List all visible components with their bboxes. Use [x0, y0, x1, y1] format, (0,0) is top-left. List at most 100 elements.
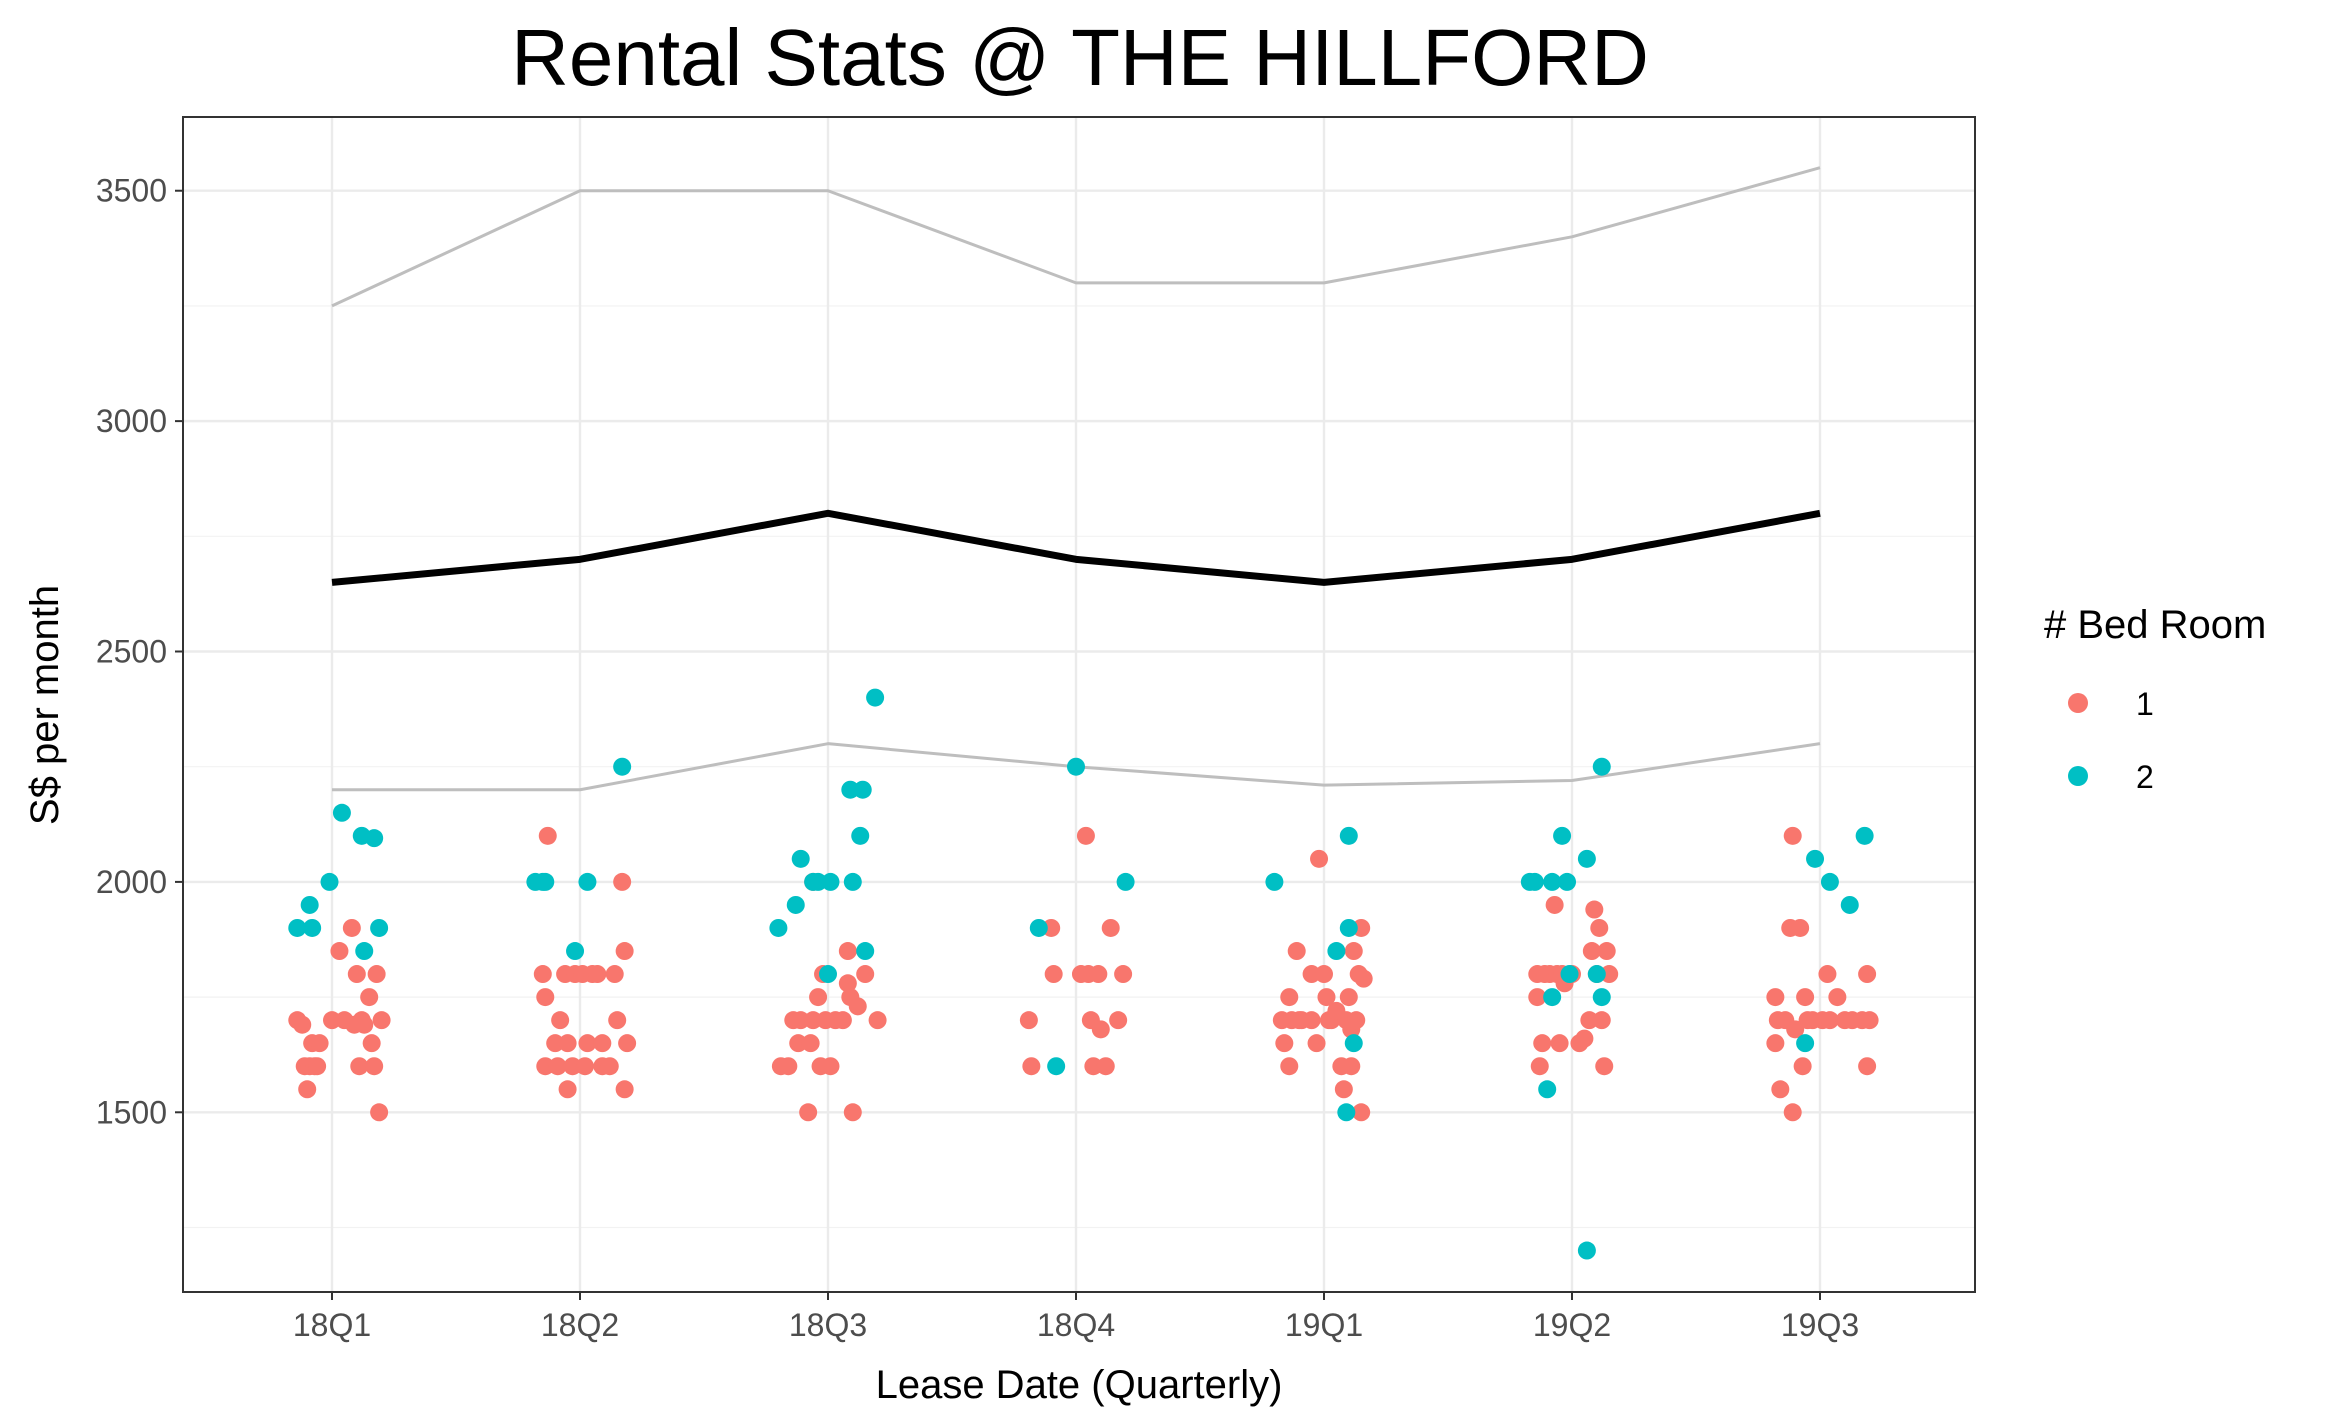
point-bedroom-1: [1342, 1057, 1361, 1076]
point-bedroom-1: [546, 1034, 565, 1053]
point-bedroom-2: [1339, 826, 1358, 845]
point-bedroom-1: [1275, 1034, 1294, 1053]
point-bedroom-1: [1766, 988, 1785, 1007]
point-bedroom-1: [799, 1103, 818, 1122]
point-bedroom-2: [1327, 942, 1346, 961]
y-tick-label: 2500: [96, 634, 167, 670]
point-bedroom-2: [355, 942, 374, 961]
point-bedroom-1: [1793, 1057, 1812, 1076]
point-bedroom-1: [578, 1034, 597, 1053]
point-bedroom-1: [1084, 1057, 1103, 1076]
chart-title: Rental Stats @ THE HILLFORD: [511, 13, 1649, 102]
point-bedroom-1: [821, 1057, 840, 1076]
point-bedroom-1: [848, 997, 867, 1016]
point-bedroom-1: [1545, 895, 1564, 914]
point-bedroom-1: [1352, 918, 1371, 937]
point-bedroom-1: [1022, 1057, 1041, 1076]
point-bedroom-2: [1592, 757, 1611, 776]
point-bedroom-1: [1828, 988, 1847, 1007]
data-points: [288, 688, 1879, 1260]
point-bedroom-1: [1592, 1011, 1611, 1030]
point-bedroom-2: [1344, 1034, 1363, 1053]
point-bedroom-2: [1543, 872, 1562, 891]
point-bedroom-2: [365, 829, 384, 848]
point-bedroom-2: [370, 918, 389, 937]
point-bedroom-1: [1783, 826, 1802, 845]
point-bedroom-2: [856, 942, 875, 961]
point-bedroom-1: [1530, 1057, 1549, 1076]
point-bedroom-1: [1019, 1011, 1038, 1030]
point-bedroom-1: [362, 1034, 381, 1053]
point-bedroom-1: [1042, 918, 1061, 937]
point-bedroom-2: [303, 918, 322, 937]
point-bedroom-2: [1067, 757, 1085, 776]
point-bedroom-1: [360, 988, 379, 1007]
point-bedroom-1: [838, 942, 857, 961]
x-tick-label: 18Q2: [541, 1307, 619, 1343]
point-bedroom-1: [1101, 918, 1120, 937]
point-bedroom-1: [1302, 965, 1321, 984]
point-bedroom-1: [1858, 1057, 1877, 1076]
point-bedroom-2: [1265, 872, 1284, 891]
point-bedroom-1: [1582, 942, 1601, 961]
point-bedroom-1: [308, 1057, 327, 1076]
plot-border: [182, 116, 1976, 1293]
point-bedroom-1: [1339, 988, 1358, 1007]
x-tick-label: 18Q1: [293, 1307, 371, 1343]
point-bedroom-1: [1796, 988, 1815, 1007]
legend-key-2: [2068, 766, 2088, 786]
point-bedroom-1: [1786, 1020, 1805, 1039]
y-tick-label: 1500: [96, 1094, 167, 1130]
point-bedroom-1: [1580, 1011, 1599, 1030]
point-bedroom-1: [1352, 1103, 1371, 1122]
point-bedroom-1: [1307, 1034, 1326, 1053]
legend-title: # Bed Room: [2044, 603, 2266, 647]
x-tick-label: 19Q2: [1533, 1307, 1611, 1343]
point-bedroom-2: [288, 918, 307, 937]
point-bedroom-1: [1317, 988, 1336, 1007]
point-bedroom-1: [1310, 849, 1329, 868]
plot-panel: [183, 117, 1975, 1292]
point-bedroom-1: [1818, 965, 1837, 984]
point-bedroom-1: [1590, 918, 1609, 937]
point-bedroom-2: [1116, 872, 1135, 891]
point-bedroom-1: [370, 1103, 389, 1122]
point-bedroom-2: [578, 872, 597, 891]
point-bedroom-2: [821, 872, 840, 891]
point-bedroom-2: [1047, 1057, 1066, 1076]
point-bedroom-1: [1533, 1034, 1552, 1053]
point-bedroom-1: [365, 1057, 384, 1076]
point-bedroom-1: [1344, 942, 1363, 961]
point-bedroom-1: [298, 1080, 317, 1099]
point-bedroom-1: [1334, 1080, 1353, 1099]
point-bedroom-1: [1109, 1011, 1128, 1030]
legend-label-2: 2: [2136, 759, 2154, 795]
point-bedroom-2: [1587, 965, 1606, 984]
point-bedroom-1: [551, 1011, 570, 1030]
y-tick-label: 3000: [96, 403, 167, 439]
x-tick-label: 18Q4: [1037, 1307, 1115, 1343]
point-bedroom-2: [1538, 1080, 1557, 1099]
point-bedroom-1: [809, 988, 828, 1007]
point-bedroom-2: [1543, 988, 1562, 1007]
legend-label-1: 1: [2136, 686, 2154, 722]
point-bedroom-1: [1076, 826, 1095, 845]
point-bedroom-1: [1771, 1080, 1790, 1099]
point-bedroom-1: [618, 1034, 637, 1053]
point-bedroom-1: [347, 965, 366, 984]
point-bedroom-1: [1302, 1011, 1321, 1030]
point-bedroom-1: [615, 942, 634, 961]
point-bedroom-1: [588, 965, 607, 984]
point-bedroom-1: [372, 1011, 391, 1030]
point-bedroom-2: [613, 757, 632, 776]
point-bedroom-1: [1600, 965, 1619, 984]
point-bedroom-1: [367, 965, 386, 984]
point-bedroom-2: [841, 780, 860, 799]
legend-key-1: [2068, 693, 2088, 713]
point-bedroom-1: [575, 1057, 594, 1076]
point-bedroom-1: [558, 1034, 577, 1053]
point-bedroom-2: [566, 942, 585, 961]
point-bedroom-2: [1339, 918, 1358, 937]
point-bedroom-2: [866, 688, 885, 707]
